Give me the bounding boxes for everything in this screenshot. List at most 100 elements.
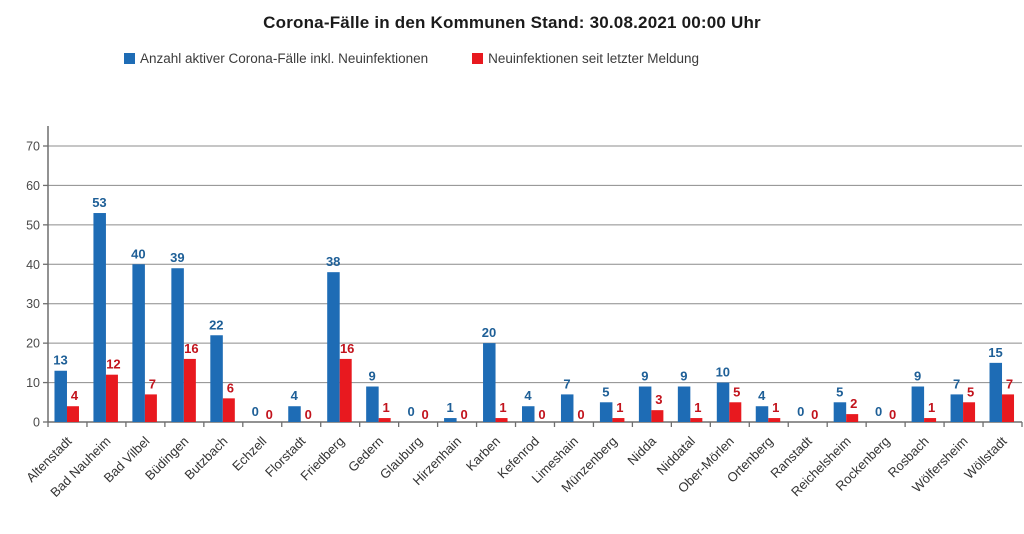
legend-swatch-red bbox=[472, 53, 484, 64]
value-new-Nidda: 3 bbox=[655, 392, 662, 407]
bar-new-Nidda bbox=[651, 410, 664, 422]
bar-new-Gedern bbox=[378, 418, 391, 422]
value-active-Rockenberg: 0 bbox=[875, 404, 882, 419]
value-active-Wöllstadt: 15 bbox=[988, 345, 1002, 360]
ytick-label-40: 40 bbox=[26, 258, 40, 272]
value-new-Hirzenhain: 0 bbox=[460, 407, 467, 422]
bar-new-Friedberg bbox=[339, 358, 352, 422]
bar-active-Wölfersheim bbox=[950, 394, 964, 422]
bar-active-Limeshain bbox=[560, 394, 574, 422]
value-new-Bad Nauheim: 12 bbox=[106, 357, 120, 372]
value-active-Echzell: 0 bbox=[252, 404, 259, 419]
bar-active-Bad Vilbel bbox=[132, 264, 145, 422]
bar-new-Rosbach bbox=[924, 418, 937, 422]
bar-new-Niddatal bbox=[690, 418, 703, 422]
bar-active-Ortenberg bbox=[755, 406, 769, 422]
bar-new-Wölfersheim bbox=[963, 402, 976, 422]
value-new-Wöllstadt: 7 bbox=[1006, 376, 1013, 391]
value-new-Bad Vilbel: 7 bbox=[149, 376, 156, 391]
value-active-Limeshain: 7 bbox=[563, 376, 570, 391]
value-active-Hirzenhain: 1 bbox=[446, 400, 453, 415]
legend-label-new-infections: Neuinfektionen seit letzter Meldung bbox=[488, 51, 700, 66]
value-active-Ortenberg: 4 bbox=[758, 388, 766, 403]
bar-new-Ober-Mörlen bbox=[729, 402, 742, 422]
bar-active-Büdingen bbox=[171, 268, 184, 422]
value-active-Karben: 20 bbox=[482, 325, 496, 340]
value-active-Ranstadt: 0 bbox=[797, 404, 804, 419]
value-new-Ortenberg: 1 bbox=[772, 400, 779, 415]
bar-active-Münzenberg bbox=[599, 402, 613, 422]
bar-new-Bad Nauheim bbox=[105, 374, 118, 422]
value-active-Nidda: 9 bbox=[641, 369, 648, 384]
value-active-Rosbach: 9 bbox=[914, 369, 921, 384]
bar-active-Niddatal bbox=[677, 386, 691, 422]
value-active-Gedern: 9 bbox=[369, 369, 376, 384]
value-new-Münzenberg: 1 bbox=[616, 400, 623, 415]
value-new-Ober-Mörlen: 5 bbox=[733, 384, 740, 399]
bar-new-Bad Vilbel bbox=[144, 394, 157, 422]
value-new-Wölfersheim: 5 bbox=[967, 384, 974, 399]
ytick-label-10: 10 bbox=[26, 376, 40, 390]
bar-new-Karben bbox=[495, 418, 508, 422]
value-active-Florstadt: 4 bbox=[291, 388, 299, 403]
bar-active-Hirzenhain bbox=[444, 418, 457, 422]
value-new-Ranstadt: 0 bbox=[811, 407, 818, 422]
bar-new-Münzenberg bbox=[612, 418, 625, 422]
value-active-Niddatal: 9 bbox=[680, 369, 687, 384]
bar-new-Büdingen bbox=[183, 358, 196, 422]
bar-new-Altenstadt bbox=[66, 406, 79, 422]
ytick-label-0: 0 bbox=[33, 416, 40, 430]
ytick-label-60: 60 bbox=[26, 179, 40, 193]
value-active-Ober-Mörlen: 10 bbox=[716, 365, 730, 380]
xtick-label-Butzbach: Butzbach bbox=[182, 434, 231, 483]
bar-active-Karben bbox=[483, 343, 496, 422]
value-active-Bad Vilbel: 40 bbox=[131, 246, 145, 261]
value-active-Altenstadt: 13 bbox=[53, 353, 67, 368]
bar-active-Altenstadt bbox=[54, 370, 67, 422]
value-new-Friedberg: 16 bbox=[340, 341, 354, 356]
legend-item-new-infections: Neuinfektionen seit letzter Meldung bbox=[472, 51, 699, 66]
value-new-Butzbach: 6 bbox=[227, 380, 234, 395]
value-new-Rosbach: 1 bbox=[928, 400, 935, 415]
value-active-Friedberg: 38 bbox=[326, 254, 340, 269]
xtick-label-Wöllstadt: Wöllstadt bbox=[961, 433, 1010, 482]
bar-active-Reichelsheim bbox=[833, 402, 847, 422]
value-active-Münzenberg: 5 bbox=[602, 384, 609, 399]
bar-new-Reichelsheim bbox=[846, 414, 859, 422]
value-new-Karben: 1 bbox=[499, 400, 506, 415]
value-active-Glauburg: 0 bbox=[408, 404, 415, 419]
bar-new-Wöllstadt bbox=[1002, 394, 1015, 422]
bar-active-Ober-Mörlen bbox=[716, 382, 730, 422]
value-new-Kefenrod: 0 bbox=[538, 407, 545, 422]
legend-item-active-cases: Anzahl aktiver Corona-Fälle inkl. Neuinf… bbox=[124, 51, 428, 66]
legend-swatch-blue bbox=[124, 53, 135, 64]
xtick-label-Nidda: Nidda bbox=[624, 433, 659, 468]
ytick-label-20: 20 bbox=[26, 337, 40, 351]
value-active-Reichelsheim: 5 bbox=[836, 384, 843, 399]
ytick-label-30: 30 bbox=[26, 297, 40, 311]
value-active-Kefenrod: 4 bbox=[524, 388, 532, 403]
legend-label-active-cases: Anzahl aktiver Corona-Fälle inkl. Neuinf… bbox=[140, 51, 429, 66]
value-new-Niddatal: 1 bbox=[694, 400, 701, 415]
chart-legend: Anzahl aktiver Corona-Fälle inkl. Neuinf… bbox=[124, 51, 699, 66]
value-new-Glauburg: 0 bbox=[422, 407, 429, 422]
value-new-Echzell: 0 bbox=[266, 407, 273, 422]
value-active-Bad Nauheim: 53 bbox=[92, 195, 106, 210]
bar-new-Butzbach bbox=[222, 398, 235, 422]
value-new-Büdingen: 16 bbox=[184, 341, 198, 356]
bar-active-Wöllstadt bbox=[989, 362, 1003, 422]
bar-active-Kefenrod bbox=[522, 406, 535, 422]
chart-title: Corona-Fälle in den Kommunen Stand: 30.0… bbox=[263, 13, 761, 32]
bar-active-Florstadt bbox=[288, 406, 301, 422]
value-new-Rockenberg: 0 bbox=[889, 407, 896, 422]
value-new-Reichelsheim: 2 bbox=[850, 396, 857, 411]
value-new-Florstadt: 0 bbox=[305, 407, 312, 422]
bar-active-Friedberg bbox=[327, 272, 340, 422]
ytick-label-50: 50 bbox=[26, 218, 40, 232]
value-new-Gedern: 1 bbox=[383, 400, 390, 415]
value-active-Butzbach: 22 bbox=[209, 317, 223, 332]
ytick-label-70: 70 bbox=[26, 140, 40, 154]
value-new-Limeshain: 0 bbox=[577, 407, 584, 422]
